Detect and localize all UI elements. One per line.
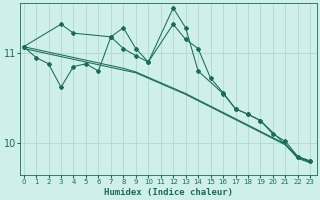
X-axis label: Humidex (Indice chaleur): Humidex (Indice chaleur): [104, 188, 233, 197]
